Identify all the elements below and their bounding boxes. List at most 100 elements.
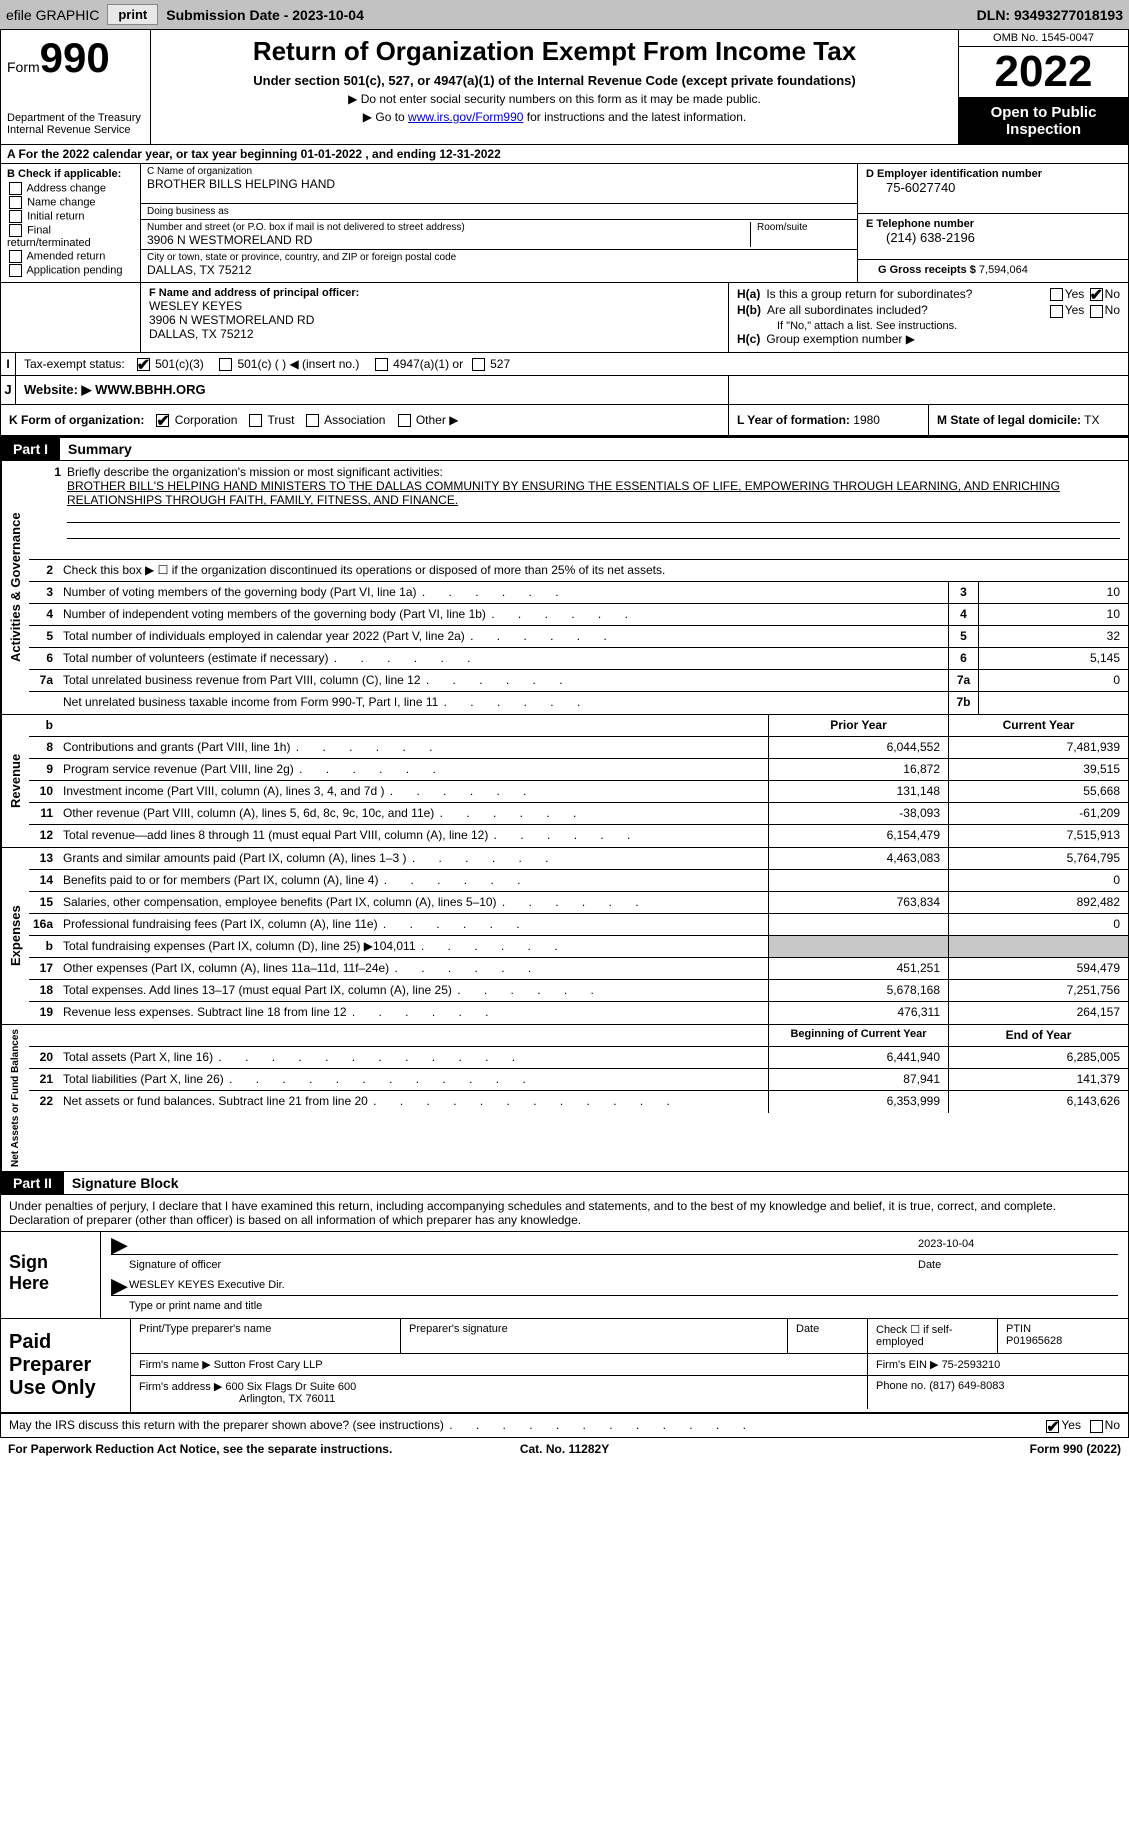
chk-address-change[interactable]: Address change (7, 182, 134, 195)
street-value: 3906 N WESTMORELAND RD (147, 233, 744, 247)
summary-activities-gov: Activities & Governance 1 Briefly descri… (0, 461, 1129, 715)
firm-addr-label: Firm's address ▶ (139, 1381, 222, 1393)
summary-line: 22Net assets or fund balances. Subtract … (29, 1091, 1128, 1113)
row-a-calendar-year: A For the 2022 calendar year, or tax yea… (0, 145, 1129, 164)
f-principal-officer: F Name and address of principal officer:… (141, 283, 728, 352)
col-c-org-info: C Name of organization BROTHER BILLS HEL… (141, 164, 858, 282)
summary-line: 15Salaries, other compensation, employee… (29, 892, 1128, 914)
firm-name-label: Firm's name ▶ (139, 1359, 211, 1371)
end-year-hdr: End of Year (948, 1025, 1128, 1046)
efile-label: efile GRAPHIC (6, 7, 99, 23)
chk-name-change[interactable]: Name change (7, 196, 134, 209)
ha-yesno: Yes No (1048, 287, 1120, 301)
form-title: Return of Organization Exempt From Incom… (161, 36, 948, 67)
chk-501c3[interactable] (137, 358, 150, 371)
chk-application-pending[interactable]: Application pending (7, 264, 134, 277)
website-value: WWW.BBHH.ORG (95, 382, 205, 397)
tax-year: 2022 (959, 47, 1128, 98)
summary-expenses: Expenses 13Grants and similar amounts pa… (0, 848, 1129, 1025)
vtab-net-assets: Net Assets or Fund Balances (1, 1025, 29, 1171)
omb-number: OMB No. 1545-0047 (959, 30, 1128, 47)
sig-officer-label: Signature of officer (129, 1259, 918, 1271)
m-value: TX (1084, 413, 1099, 427)
f-label: F Name and address of principal officer: (149, 287, 720, 299)
firm-addr1: 600 Six Flags Dr Suite 600 (225, 1381, 356, 1393)
chk-final-return[interactable]: Final return/terminated (7, 224, 134, 249)
org-name-label: C Name of organization (147, 166, 851, 177)
officer-addr1: 3906 N WESTMORELAND RD (149, 313, 720, 327)
city-label: City or town, state or province, country… (147, 252, 851, 263)
summary-line: 8Contributions and grants (Part VIII, li… (29, 737, 1128, 759)
summary-line: 20Total assets (Part X, line 16)6,441,94… (29, 1047, 1128, 1069)
summary-revenue: Revenue b Prior Year Current Year 8Contr… (0, 715, 1129, 848)
chk-other[interactable] (398, 414, 411, 427)
header-right: OMB No. 1545-0047 2022 Open to Public In… (958, 30, 1128, 144)
i-label: Tax-exempt status: (24, 357, 125, 371)
prep-date-label: Date (796, 1323, 859, 1335)
chk-527[interactable] (472, 358, 485, 371)
j-label: Website: ▶ (24, 382, 92, 397)
irs-link[interactable]: www.irs.gov/Form990 (408, 110, 523, 124)
irs-label: Internal Revenue Service (7, 124, 144, 136)
section-fh: F Name and address of principal officer:… (0, 283, 1129, 353)
firm-ein: 75-2593210 (942, 1359, 1001, 1371)
form-subtitle: Under section 501(c), 527, or 4947(a)(1)… (161, 73, 948, 88)
prep-sig-label: Preparer's signature (409, 1323, 779, 1335)
submission-date: Submission Date - 2023-10-04 (166, 7, 364, 23)
k-label: K Form of organization: (9, 413, 144, 427)
chk-amended-return[interactable]: Amended return (7, 250, 134, 263)
arrow-icon: ▶ (111, 1238, 129, 1252)
date-label: Date (918, 1259, 1118, 1271)
open-to-public: Open to Public Inspection (959, 98, 1128, 144)
firm-phone: (817) 649-8083 (929, 1380, 1004, 1392)
irs-discuss-row: May the IRS discuss this return with the… (0, 1414, 1129, 1437)
part2-title: Signature Block (64, 1172, 187, 1194)
form-prefix: Form (7, 59, 40, 75)
section-bcd: B Check if applicable: Address change Na… (0, 164, 1129, 283)
irs-discuss-text: May the IRS discuss this return with the… (9, 1418, 960, 1432)
hc-label: H(c) (737, 332, 760, 346)
header-mid: Return of Organization Exempt From Incom… (151, 30, 958, 144)
chk-corporation[interactable] (156, 414, 169, 427)
phone-value: (214) 638-2196 (866, 230, 1120, 245)
chk-501c[interactable] (219, 358, 232, 371)
col-b-checkboxes: B Check if applicable: Address change Na… (1, 164, 141, 282)
header-left: Form990 Department of the Treasury Inter… (1, 30, 151, 144)
ptin-value: P01965628 (1006, 1335, 1120, 1347)
penalty-text: Under penalties of perjury, I declare th… (1, 1195, 1128, 1232)
ha-label: H(a) (737, 287, 760, 301)
firm-phone-label: Phone no. (876, 1380, 926, 1392)
chk-association[interactable] (306, 414, 319, 427)
row-k-form-org: K Form of organization: Corporation Trus… (0, 405, 1129, 437)
footer-left: For Paperwork Reduction Act Notice, see … (8, 1442, 520, 1456)
firm-name: Sutton Frost Cary LLP (214, 1359, 323, 1371)
dept-treasury: Department of the Treasury (7, 112, 144, 124)
ein-label: D Employer identification number (866, 168, 1120, 180)
chk-initial-return[interactable]: Initial return (7, 210, 134, 223)
col-d-ein-phone: D Employer identification number 75-6027… (858, 164, 1128, 282)
summary-line: 5Total number of individuals employed in… (29, 626, 1128, 648)
chk-4947[interactable] (375, 358, 388, 371)
print-button[interactable]: print (107, 4, 158, 25)
irs-discuss-yesno: Yes No (960, 1418, 1120, 1432)
ein-value: 75-6027740 (866, 180, 1120, 195)
summary-line: 3Number of voting members of the governi… (29, 582, 1128, 604)
org-name: BROTHER BILLS HELPING HAND (147, 177, 851, 191)
summary-line: 19Revenue less expenses. Subtract line 1… (29, 1002, 1128, 1024)
col-b-label: B Check if applicable: (7, 168, 134, 180)
summary-line: 12Total revenue—add lines 8 through 11 (… (29, 825, 1128, 847)
l-value: 1980 (853, 413, 880, 427)
summary-line: 14Benefits paid to or for members (Part … (29, 870, 1128, 892)
gross-label: G Gross receipts $ (878, 264, 976, 276)
summary-line: 18Total expenses. Add lines 13–17 (must … (29, 980, 1128, 1002)
vtab-revenue: Revenue (1, 715, 29, 847)
note-goto: ▶ Go to www.irs.gov/Form990 for instruct… (161, 110, 948, 124)
note-ssn: ▶ Do not enter social security numbers o… (161, 92, 948, 106)
ptin-label: PTIN (1006, 1323, 1120, 1335)
sig-officer-line (129, 1238, 918, 1252)
summary-line: 4Number of independent voting members of… (29, 604, 1128, 626)
dba-label: Doing business as (147, 206, 851, 217)
part1-header: Part I (1, 438, 60, 460)
chk-trust[interactable] (249, 414, 262, 427)
prep-check-label: Check ☐ if self-employed (876, 1323, 989, 1348)
